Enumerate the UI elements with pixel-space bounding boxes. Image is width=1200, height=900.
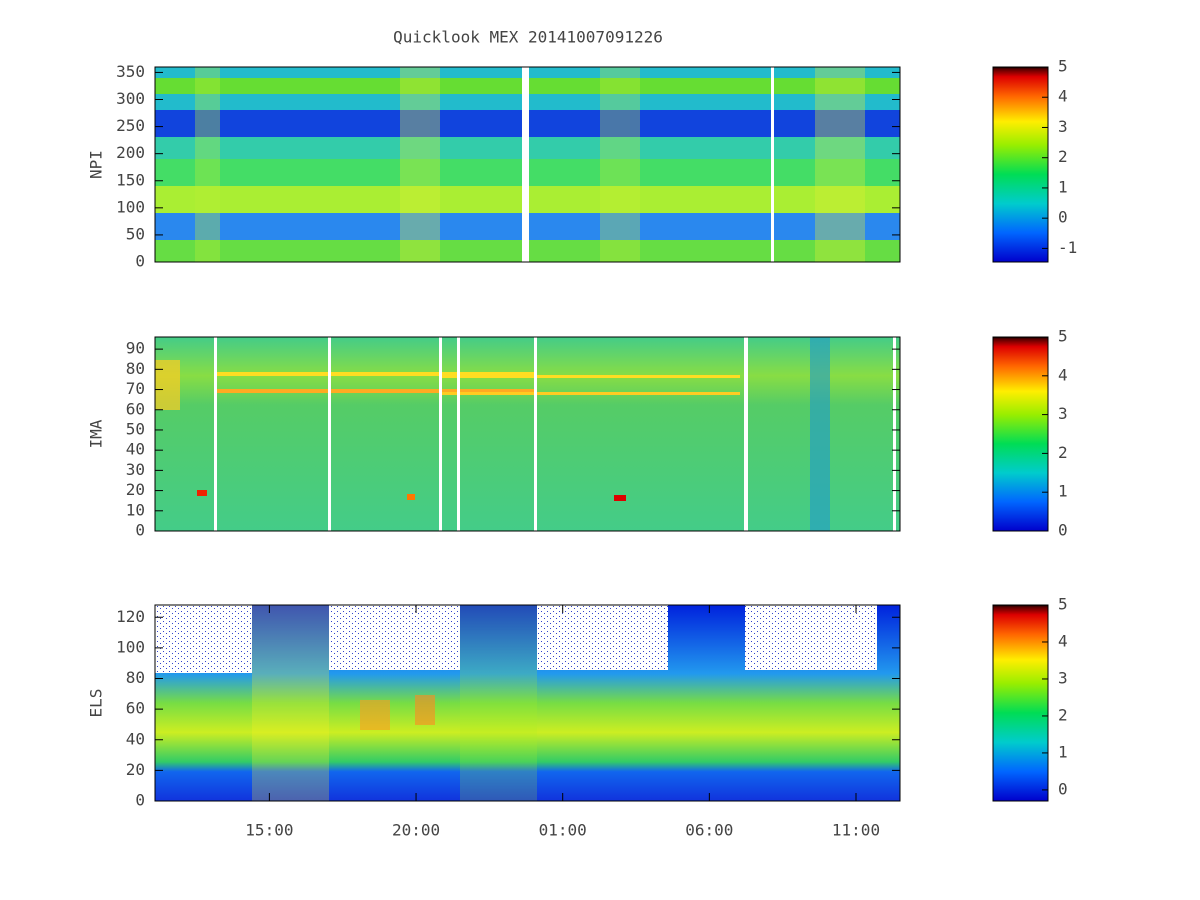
y-tick-label: 150 (116, 170, 145, 189)
colorbar-tick-label: 0 (1058, 779, 1068, 798)
x-tick-label: 15:00 (245, 821, 293, 840)
colorbar-tick-label: -1 (1058, 238, 1077, 257)
plot-frame (154, 336, 901, 532)
y-tick-label: 10 (126, 500, 145, 519)
x-tick-label: 01:00 (539, 821, 587, 840)
colorbar-tick-label: 5 (1058, 595, 1068, 614)
y-tick-label: 0 (135, 791, 145, 810)
x-tick-label: 20:00 (392, 821, 440, 840)
els-spectrogram (155, 605, 900, 801)
colorbar-tick-label: 2 (1058, 147, 1068, 166)
y-tick-label: 60 (126, 699, 145, 718)
colorbar-frame (992, 66, 1049, 263)
colorbar-tick-label: 4 (1058, 365, 1068, 384)
y-tick-label: 20 (126, 760, 145, 779)
y-axis-label: ELS (87, 689, 106, 718)
colorbar-tick-label: 3 (1058, 668, 1068, 687)
y-tick-label: 80 (126, 668, 145, 687)
colorbar-tick-label: 3 (1058, 404, 1068, 423)
y-tick-label: 0 (135, 252, 145, 271)
colorbar-tick-label: 5 (1058, 327, 1068, 346)
colorbar-tick-label: 2 (1058, 443, 1068, 462)
chart-title: Quicklook MEX 20141007091226 (393, 28, 663, 47)
colorbar-tick-label: 0 (1058, 521, 1068, 540)
colorbar-tick-label: 4 (1058, 631, 1068, 650)
colorbar-tick-label: 1 (1058, 177, 1068, 196)
colorbar (993, 67, 1048, 262)
y-tick-label: 120 (116, 607, 145, 626)
colorbar-tick-label: 2 (1058, 705, 1068, 724)
colorbar-frame (992, 336, 1049, 532)
y-tick-label: 20 (126, 480, 145, 499)
y-tick-label: 200 (116, 143, 145, 162)
y-tick-label: 40 (126, 729, 145, 748)
colorbar-tick-label: 4 (1058, 87, 1068, 106)
y-tick-label: 250 (116, 116, 145, 135)
y-tick-label: 80 (126, 359, 145, 378)
y-tick-label: 0 (135, 521, 145, 540)
ima-spectrogram (155, 337, 900, 531)
colorbar-frame (992, 604, 1049, 802)
x-tick-label: 06:00 (685, 821, 733, 840)
y-tick-label: 100 (116, 197, 145, 216)
y-tick-label: 300 (116, 89, 145, 108)
y-tick-label: 30 (126, 460, 145, 479)
colorbar-tick-label: 3 (1058, 117, 1068, 136)
y-axis-label: IMA (87, 419, 106, 448)
plot-frame (154, 66, 901, 263)
y-tick-label: 70 (126, 379, 145, 398)
npi-spectrogram (155, 67, 900, 262)
colorbar-tick-label: 1 (1058, 742, 1068, 761)
y-tick-label: 350 (116, 62, 145, 81)
colorbar-tick-label: 5 (1058, 57, 1068, 76)
plot-frame (154, 604, 901, 802)
y-tick-label: 90 (126, 339, 145, 358)
colorbar-tick-label: 1 (1058, 482, 1068, 501)
y-tick-label: 40 (126, 440, 145, 459)
y-tick-label: 50 (126, 224, 145, 243)
y-tick-label: 50 (126, 419, 145, 438)
x-tick-label: 11:00 (832, 821, 880, 840)
colorbar-tick-label: 0 (1058, 208, 1068, 227)
colorbar (993, 605, 1048, 801)
y-tick-label: 60 (126, 399, 145, 418)
y-tick-label: 100 (116, 637, 145, 656)
colorbar (993, 337, 1048, 531)
y-axis-label: NPI (87, 150, 106, 179)
